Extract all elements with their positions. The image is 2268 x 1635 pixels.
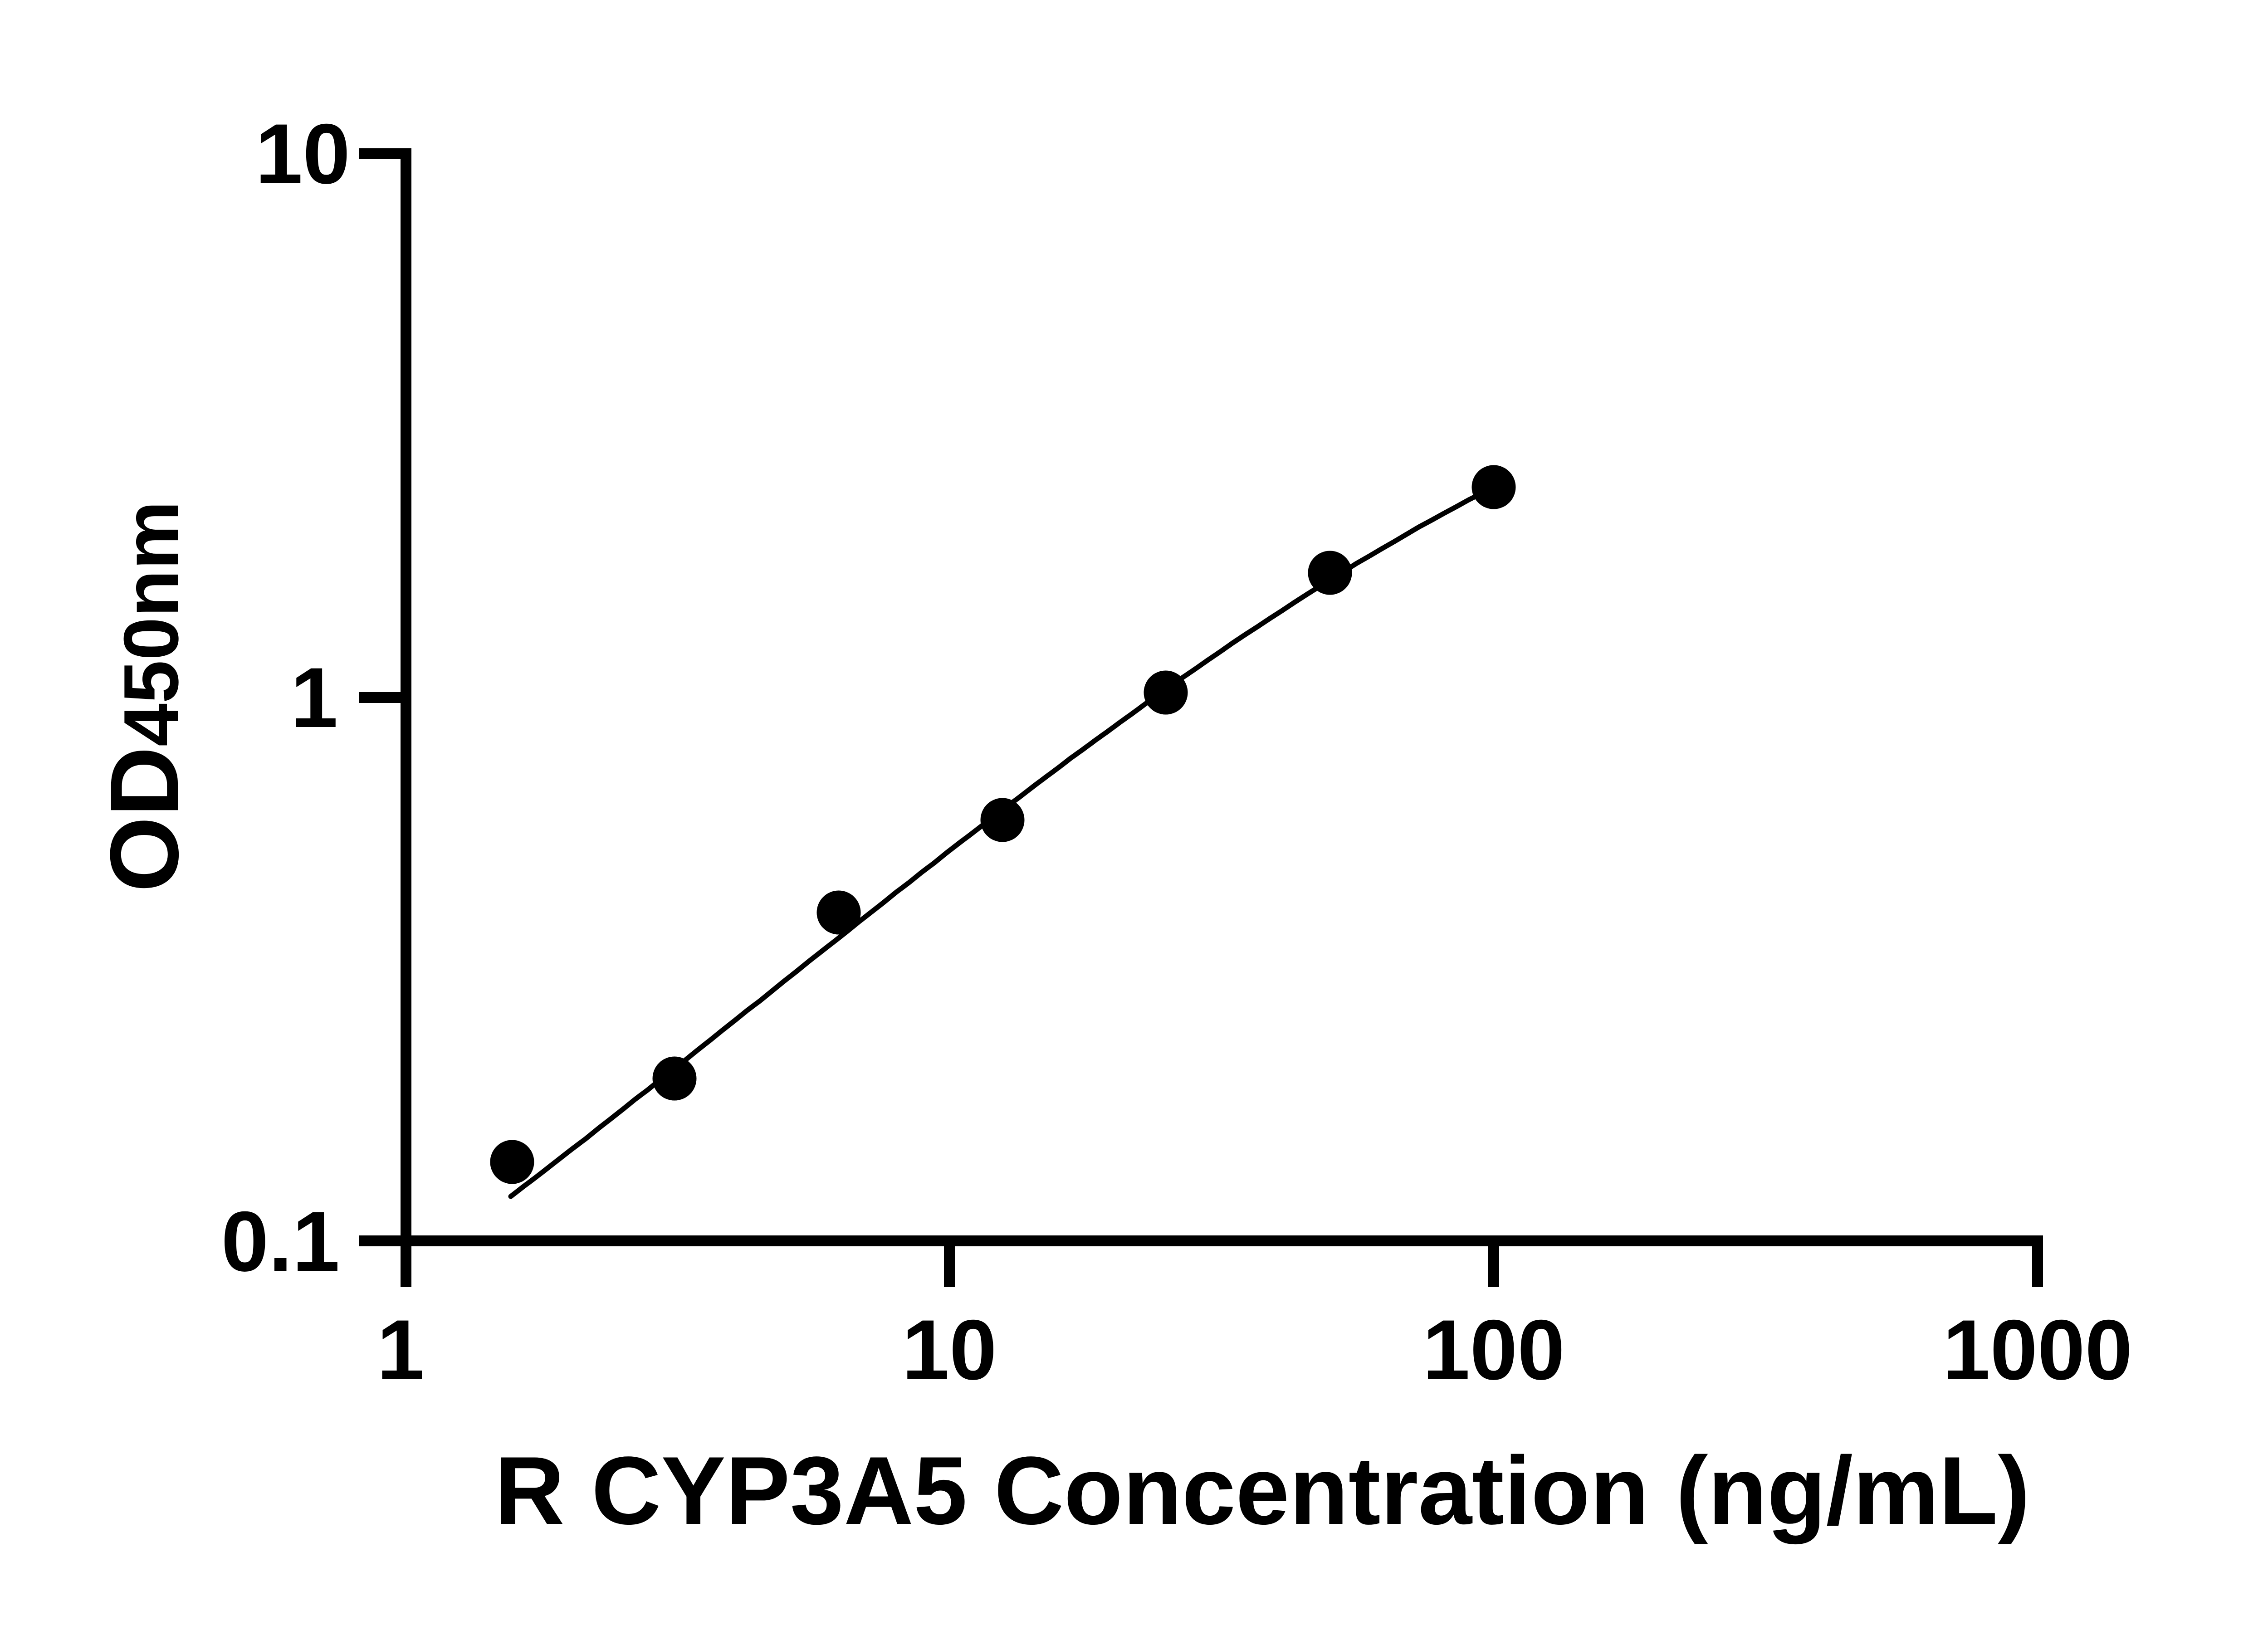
svg-text:1: 1 (377, 1302, 425, 1397)
svg-text:10: 10 (255, 106, 350, 201)
svg-text:10: 10 (902, 1302, 997, 1397)
svg-text:1: 1 (290, 650, 338, 745)
svg-text:R CYP3A5 Concentration (ng/mL): R CYP3A5 Concentration (ng/mL) (495, 1437, 2030, 1545)
svg-text:1000: 1000 (1943, 1302, 2132, 1397)
svg-text:100: 100 (1422, 1302, 1565, 1397)
svg-text:OD450nm: OD450nm (90, 501, 199, 892)
svg-text:0.1: 0.1 (221, 1194, 340, 1289)
